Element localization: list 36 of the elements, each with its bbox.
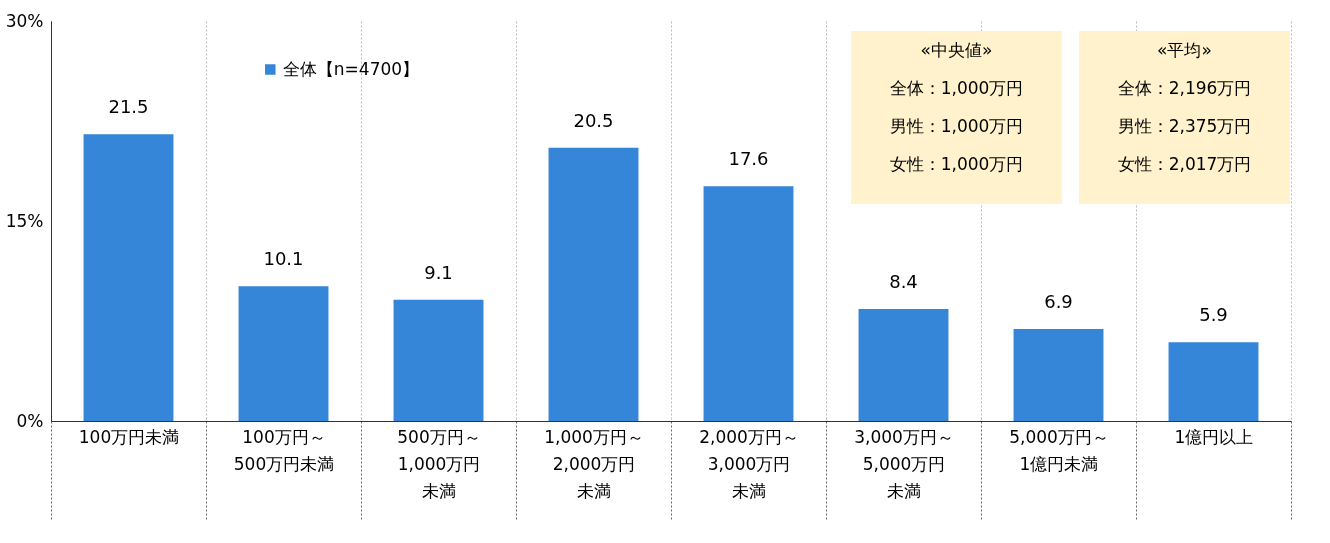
x-tick-label: 1億円以上 bbox=[1174, 426, 1254, 447]
bar bbox=[858, 309, 949, 421]
data-label: 5.9 bbox=[1199, 304, 1228, 326]
bar bbox=[1013, 329, 1104, 421]
bar bbox=[1168, 342, 1259, 421]
bar bbox=[393, 299, 484, 421]
x-tick-label: 1,000万円～2,000万円未満 bbox=[544, 426, 644, 501]
legend-label: 全体【n=4700】 bbox=[282, 58, 420, 79]
annotation: 全体：2,196万円 bbox=[1117, 78, 1252, 98]
data-label: 6.9 bbox=[1044, 291, 1073, 312]
data-label: 10.1 bbox=[263, 248, 304, 270]
bar bbox=[238, 286, 329, 421]
x-tick-label: 2,000万円～3,000万円未満 bbox=[699, 426, 799, 501]
x-tick-label: 3,000万円～5,000万円未満 bbox=[854, 426, 954, 501]
x-tick-label: 5,000万円～1億円未満 bbox=[1009, 426, 1109, 474]
bar bbox=[83, 134, 174, 421]
annotation: 全体：1,000万円 bbox=[889, 78, 1024, 98]
bar bbox=[548, 147, 639, 421]
data-label: 20.5 bbox=[573, 109, 614, 131]
annotation: 男性：2,375万円 bbox=[1117, 116, 1252, 136]
y-tick-label: 15% bbox=[5, 210, 44, 231]
annotation: «中央値» bbox=[920, 40, 993, 60]
data-label: 17.6 bbox=[728, 148, 769, 170]
data-label: 9.1 bbox=[424, 261, 453, 283]
data-label: 21.5 bbox=[108, 96, 149, 118]
x-tick-label: 500万円～1,000万円未満 bbox=[397, 426, 481, 501]
y-tick-label: 0% bbox=[16, 410, 44, 431]
data-label: 8.4 bbox=[889, 271, 918, 292]
x-tick-label: 100万円～500万円未満 bbox=[233, 426, 335, 474]
annotation: «平均» bbox=[1157, 40, 1212, 60]
annotation: 女性：1,000万円 bbox=[889, 154, 1024, 174]
annotation: 女性：2,017万円 bbox=[1117, 154, 1252, 174]
x-tick-label: 100万円未満 bbox=[78, 426, 180, 447]
y-tick-label: 30% bbox=[5, 10, 44, 31]
annotation: 男性：1,000万円 bbox=[889, 116, 1024, 136]
bar bbox=[703, 186, 794, 421]
